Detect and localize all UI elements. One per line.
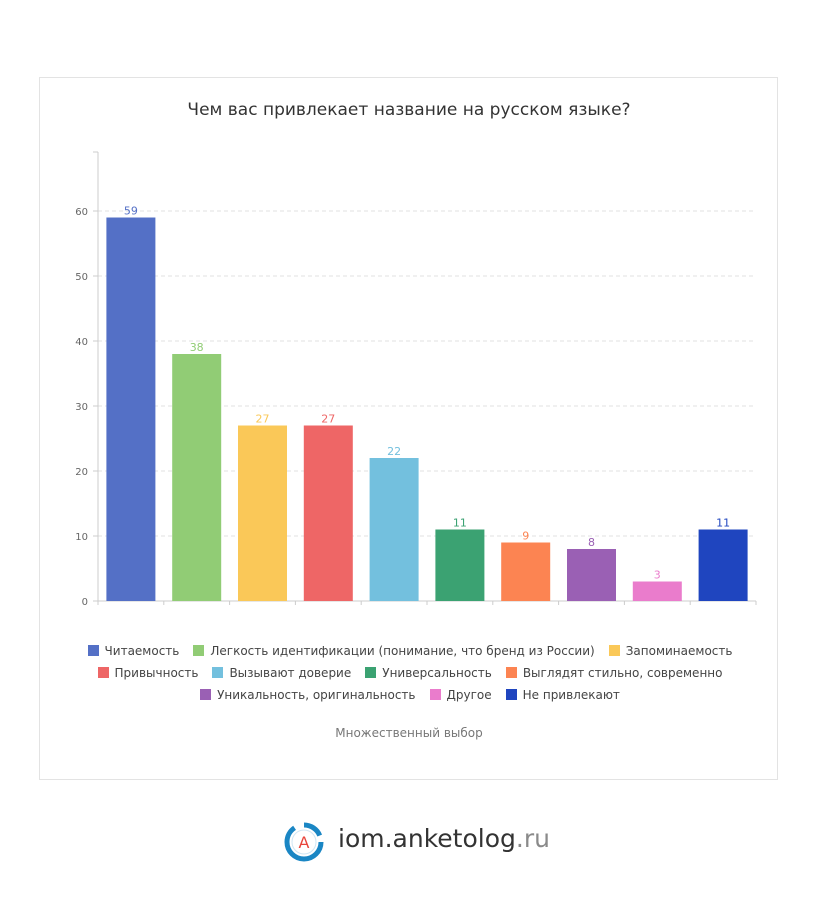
legend-label: Привычность: [115, 666, 199, 680]
legend-swatch: [193, 645, 204, 656]
bar: [567, 549, 616, 601]
legend-row: Читаемость Легкость идентификации (понима…: [60, 640, 760, 662]
chart-subtitle: Множественный выбор: [0, 726, 818, 740]
svg-text:A: A: [299, 833, 310, 852]
bar: [633, 582, 682, 602]
y-tick-label: 20: [75, 467, 88, 478]
legend-item[interactable]: Другое: [430, 684, 492, 706]
legend-label: Читаемость: [105, 644, 180, 658]
y-tick-label: 10: [75, 532, 88, 543]
bar: [106, 218, 155, 602]
legend-label: Универсальность: [382, 666, 492, 680]
bar-value-label: 3: [654, 569, 661, 582]
bar-chart: 0 10 20 30 40 50 60 59 38 27 27 22 11 9 8 3 11: [0, 0, 818, 640]
legend-swatch: [609, 645, 620, 656]
y-tick-label: 40: [75, 337, 88, 348]
legend-label: Не привлекают: [523, 688, 620, 702]
brand-tld: .ru: [516, 824, 550, 853]
legend-item[interactable]: Читаемость: [88, 640, 180, 662]
legend-swatch: [212, 667, 223, 678]
brand-footer[interactable]: A iom.anketolog.ru: [282, 820, 330, 860]
legend-label: Легкость идентификации (понимание, что б…: [210, 644, 594, 658]
chart-legend: Читаемость Легкость идентификации (понима…: [60, 640, 760, 706]
bar-value-label: 27: [321, 413, 335, 426]
brand-name: iom.anketolog.ru: [338, 824, 550, 853]
legend-label: Выглядят стильно, современно: [523, 666, 723, 680]
y-tick-label: 50: [75, 272, 88, 283]
legend-swatch: [506, 689, 517, 700]
legend-item[interactable]: Запоминаемость: [609, 640, 733, 662]
legend-item[interactable]: Легкость идентификации (понимание, что б…: [193, 640, 594, 662]
bar: [304, 426, 353, 602]
bar-value-label: 22: [387, 445, 401, 458]
y-tick-label: 0: [82, 597, 88, 608]
legend-row: Уникальность, оригинальность Другое Не при…: [60, 684, 760, 706]
bar: [370, 458, 419, 601]
bar-value-label: 11: [716, 517, 730, 530]
legend-row: Привычность Вызывают доверие Универсальнос…: [60, 662, 760, 684]
legend-swatch: [98, 667, 109, 678]
legend-swatch: [200, 689, 211, 700]
legend-label: Вызывают доверие: [229, 666, 351, 680]
legend-item[interactable]: Не привлекают: [506, 684, 620, 706]
legend-label: Другое: [447, 688, 492, 702]
brand-domain: iom.anketolog: [338, 824, 516, 853]
bar-value-label: 59: [124, 205, 138, 218]
bar: [172, 354, 221, 601]
legend-item[interactable]: Вызывают доверие: [212, 662, 351, 684]
y-tick-label: 30: [75, 402, 88, 413]
legend-item[interactable]: Уникальность, оригинальность: [200, 684, 415, 706]
bar-value-label: 38: [190, 341, 204, 354]
legend-item[interactable]: Универсальность: [365, 662, 492, 684]
anketolog-logo-icon: A: [282, 820, 330, 864]
legend-swatch: [430, 689, 441, 700]
bar: [238, 426, 287, 602]
bar-value-label: 9: [522, 530, 529, 543]
legend-swatch: [365, 667, 376, 678]
legend-swatch: [88, 645, 99, 656]
legend-item[interactable]: Привычность: [98, 662, 199, 684]
legend-label: Запоминаемость: [626, 644, 733, 658]
bar: [501, 543, 550, 602]
y-tick-label: 60: [75, 207, 88, 218]
bar-value-label: 27: [256, 413, 270, 426]
bar: [699, 530, 748, 602]
bar-value-label: 11: [453, 517, 467, 530]
bar: [435, 530, 484, 602]
legend-label: Уникальность, оригинальность: [217, 688, 415, 702]
legend-swatch: [506, 667, 517, 678]
bar-value-label: 8: [588, 536, 595, 549]
legend-item[interactable]: Выглядят стильно, современно: [506, 662, 723, 684]
